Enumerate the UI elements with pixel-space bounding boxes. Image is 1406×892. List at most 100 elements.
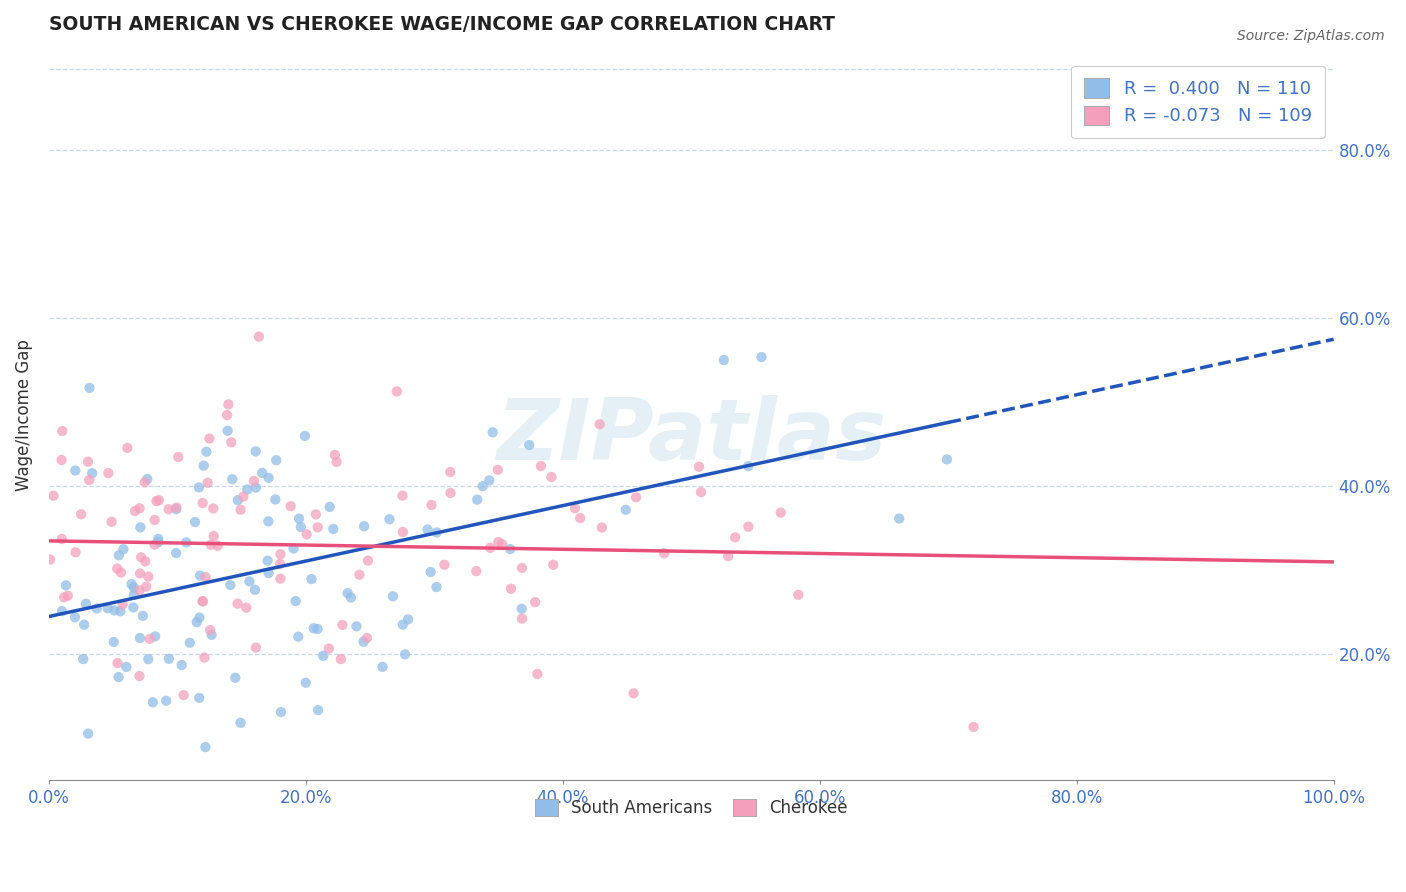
Point <box>486 535 509 549</box>
Text: Source: ZipAtlas.com: Source: ZipAtlas.com <box>1237 29 1385 43</box>
Y-axis label: Wage/Income Gap: Wage/Income Gap <box>15 339 32 491</box>
Point <box>325 455 347 469</box>
Point <box>385 384 408 399</box>
Point <box>77 726 100 740</box>
Point <box>55 578 77 592</box>
Point <box>236 483 259 497</box>
Point <box>936 452 959 467</box>
Point <box>148 535 170 549</box>
Point <box>63 610 86 624</box>
Point <box>110 604 132 618</box>
Point <box>142 695 165 709</box>
Point <box>499 542 522 557</box>
Point <box>128 669 150 683</box>
Point <box>416 523 439 537</box>
Point <box>75 597 97 611</box>
Point <box>165 502 187 516</box>
Point <box>157 502 180 516</box>
Point <box>295 527 318 541</box>
Point <box>332 618 354 632</box>
Point <box>73 617 96 632</box>
Point <box>39 552 62 566</box>
Point <box>346 619 368 633</box>
Point <box>107 670 129 684</box>
Point <box>187 480 209 494</box>
Point <box>524 595 547 609</box>
Point <box>588 417 610 432</box>
Point <box>138 569 160 583</box>
Point <box>112 542 135 557</box>
Point <box>290 520 312 534</box>
Point <box>132 608 155 623</box>
Point <box>65 545 87 559</box>
Point <box>238 574 260 589</box>
Point <box>243 582 266 597</box>
Point <box>202 529 225 543</box>
Point <box>394 648 416 662</box>
Point <box>129 520 152 534</box>
Point <box>499 582 522 596</box>
Point <box>591 520 613 534</box>
Point <box>284 594 307 608</box>
Point <box>235 600 257 615</box>
Point <box>110 566 132 580</box>
Point <box>426 525 449 540</box>
Point <box>138 632 160 646</box>
Point <box>56 589 79 603</box>
Point <box>357 554 380 568</box>
Point <box>247 329 270 343</box>
Point <box>530 458 553 473</box>
Point <box>318 641 340 656</box>
Point <box>391 617 413 632</box>
Point <box>322 522 344 536</box>
Point <box>77 455 100 469</box>
Point <box>200 628 222 642</box>
Legend: South Americans, Cherokee: South Americans, Cherokee <box>524 789 858 827</box>
Point <box>188 568 211 582</box>
Point <box>688 459 710 474</box>
Point <box>97 466 120 480</box>
Point <box>207 539 229 553</box>
Point <box>245 640 267 655</box>
Point <box>623 686 645 700</box>
Point <box>136 472 159 486</box>
Point <box>166 500 188 515</box>
Point <box>465 564 488 578</box>
Point <box>136 652 159 666</box>
Point <box>510 561 533 575</box>
Point <box>86 601 108 615</box>
Point <box>122 600 145 615</box>
Point <box>148 493 170 508</box>
Point <box>312 648 335 663</box>
Point <box>264 453 287 467</box>
Point <box>51 604 73 618</box>
Point <box>198 623 221 637</box>
Point <box>526 667 548 681</box>
Point <box>219 578 242 592</box>
Point <box>270 705 292 719</box>
Point <box>53 591 76 605</box>
Point <box>486 463 509 477</box>
Point <box>257 566 280 580</box>
Point <box>148 532 170 546</box>
Point <box>340 591 363 605</box>
Point <box>280 499 302 513</box>
Point <box>134 475 156 490</box>
Point <box>184 515 207 529</box>
Point <box>105 561 128 575</box>
Point <box>465 492 488 507</box>
Point <box>170 658 193 673</box>
Point <box>329 652 352 666</box>
Point <box>117 441 139 455</box>
Point <box>128 583 150 598</box>
Point <box>269 572 291 586</box>
Point <box>541 558 564 572</box>
Point <box>356 631 378 645</box>
Point <box>737 459 759 474</box>
Point <box>167 450 190 464</box>
Point <box>471 479 494 493</box>
Point <box>191 594 214 608</box>
Point <box>787 588 810 602</box>
Point <box>51 532 73 546</box>
Point <box>353 519 375 533</box>
